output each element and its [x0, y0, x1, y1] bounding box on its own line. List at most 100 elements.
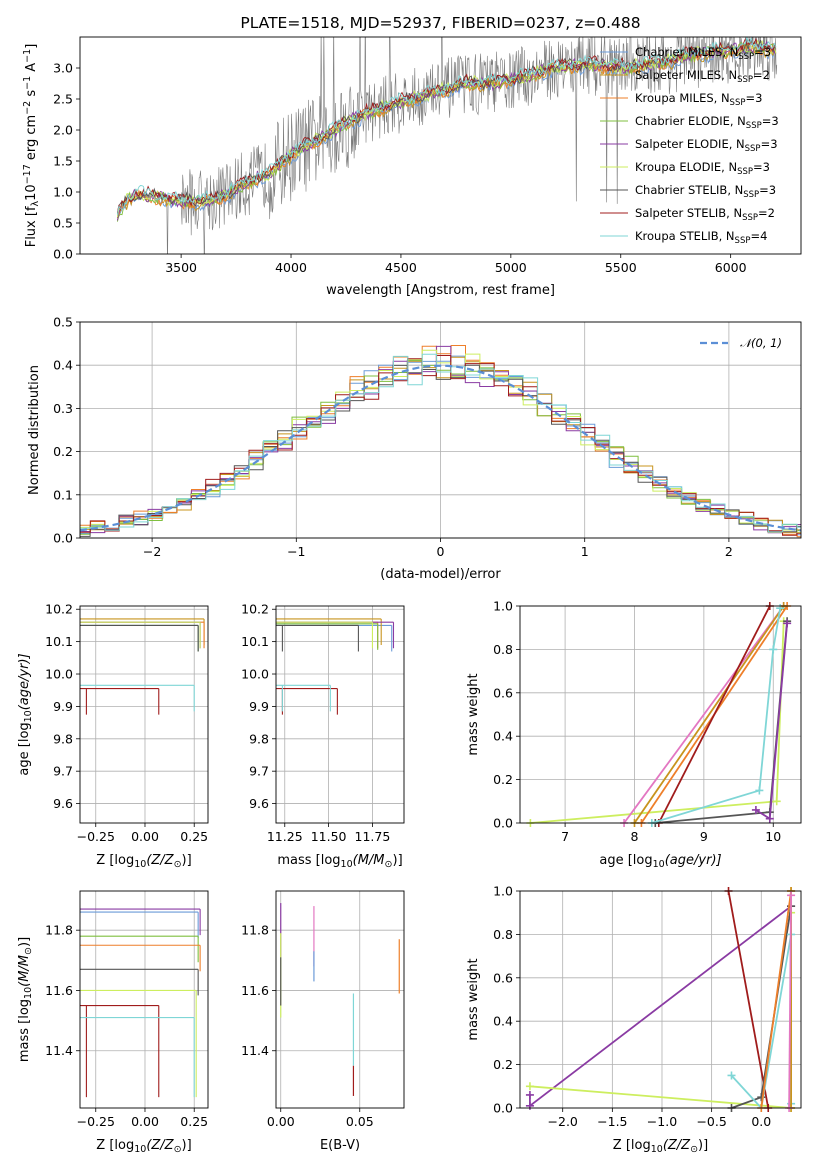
x-tick-label: 5500 — [605, 260, 637, 275]
x-tick-label: −2 — [143, 544, 161, 559]
mass-weight-marker — [787, 891, 796, 900]
mass-weight-line — [651, 608, 782, 824]
mass-weight-marker — [783, 619, 792, 628]
axes-frame — [79, 890, 209, 1109]
x-tick-label: 0.00 — [267, 1114, 295, 1129]
y-tick-label: 10.2 — [45, 602, 73, 617]
y-tick-label: 9.8 — [249, 731, 269, 746]
mass-weight-marker — [727, 1071, 736, 1080]
legend-entry: Kroupa MILES, NSSP=3 — [635, 91, 762, 108]
legend-entry: Chabrier STELIB, NSSP=3 — [635, 183, 776, 200]
x-tick-label: 0.0 — [751, 1114, 771, 1129]
y-tick-label: 0.1 — [53, 487, 73, 502]
x-axis-label: E(B-V) — [320, 1138, 360, 1153]
x-tick-label: 0.25 — [180, 829, 208, 844]
x-tick-label: 8 — [631, 829, 639, 844]
y-axis-label: mass weight — [466, 958, 481, 1040]
y-tick-label: 0.4 — [493, 1014, 513, 1029]
legend-entry: Chabrier MILES, NSSP=3 — [635, 45, 771, 62]
x-axis-label: (data-model)/error — [380, 567, 501, 582]
mass-vs-extinction-panel: 0.00 0.05 11.4 11.6 11.8 E(B-V) — [241, 890, 405, 1153]
y-tick-label: 0.0 — [53, 247, 73, 262]
y-tick-label: 0.5 — [53, 216, 73, 231]
y-tick-label: 11.4 — [241, 1043, 269, 1058]
y-tick-label: 0.5 — [53, 315, 73, 330]
x-tick-label: 4000 — [275, 260, 307, 275]
x-tick-label: 0.25 — [180, 1114, 208, 1129]
y-tick-label: 10.1 — [45, 634, 73, 649]
x-tick-label: −0.5 — [696, 1114, 726, 1129]
y-axis-label: mass [log10(M/M⊙)] — [17, 937, 34, 1062]
mass-weight-line — [657, 605, 771, 824]
x-tick-label: 6000 — [715, 260, 747, 275]
legend-entry: Kroupa STELIB, NSSP=4 — [635, 229, 767, 246]
x-tick-label: 11.25 — [267, 829, 303, 844]
mass-weight-marker — [751, 805, 760, 814]
normal-distribution-curve — [80, 364, 801, 532]
y-tick-label: 11.6 — [241, 983, 269, 998]
x-tick-label: −1.0 — [647, 1114, 677, 1129]
y-tick-label: 0.4 — [493, 729, 513, 744]
x-tick-label: 11.75 — [355, 829, 391, 844]
x-tick-label: 0.00 — [131, 829, 159, 844]
axes-frame — [79, 36, 802, 255]
x-tick-label: 9 — [700, 829, 708, 844]
x-tick-label: −0.25 — [77, 829, 115, 844]
y-tick-label: 9.7 — [53, 764, 73, 779]
legend-entry: Salpeter ELODIE, NSSP=3 — [635, 137, 778, 154]
x-tick-label: −0.25 — [77, 1114, 115, 1129]
x-tick-label: 10 — [765, 829, 781, 844]
x-tick-label: −1.5 — [597, 1114, 627, 1129]
y-tick-label: 0.3 — [53, 401, 73, 416]
y-tick-label: 0.8 — [493, 927, 513, 942]
x-tick-label: 4500 — [385, 260, 417, 275]
y-tick-label: 9.8 — [53, 731, 73, 746]
x-axis-label: wavelength [Angstrom, rest frame] — [326, 283, 555, 298]
residual-histogram-panel: −2 −1 0 1 2 0.0 0.1 0.2 0.3 0.4 0.5 𝒩(0, 1) (data-mo… — [27, 315, 802, 582]
y-tick-label: 9.7 — [249, 764, 269, 779]
x-tick-label: −2.0 — [548, 1114, 578, 1129]
y-axis-label: age [log10(age/yr)] — [17, 653, 34, 775]
spectrum-panel: 3500 4000 4500 5000 5500 6000 0.0 0.5 1.0 1.5 2.0 2… — [22, 14, 802, 298]
y-tick-label: 0.4 — [53, 358, 73, 373]
mass-weight-line — [633, 605, 785, 824]
y-tick-label: 9.9 — [249, 699, 269, 714]
mass-weight-marker — [765, 814, 774, 823]
y-tick-label: 0.2 — [53, 444, 73, 459]
y-tick-label: 0.8 — [493, 642, 513, 657]
y-tick-label: 11.8 — [45, 923, 73, 938]
mass-weight-marker — [772, 797, 781, 806]
x-axis-label: Z [log10(Z/Z⊙)] — [96, 853, 191, 870]
y-tick-label: 10.1 — [241, 634, 269, 649]
y-tick-label: 10.2 — [241, 602, 269, 617]
y-tick-label: 0.6 — [493, 970, 513, 985]
y-tick-label: 9.9 — [53, 699, 73, 714]
mass-weight-marker — [776, 604, 785, 613]
legend-entry: Salpeter STELIB, NSSP=2 — [635, 206, 775, 223]
x-tick-label: 1 — [581, 544, 589, 559]
mass-weight-line — [760, 890, 792, 1109]
y-tick-label: 1.0 — [493, 884, 513, 899]
x-axis-label: age [log10(age/yr)] — [599, 853, 721, 870]
axes-frame — [519, 605, 802, 824]
mass-weight-marker — [525, 1090, 534, 1099]
mass-weight-line — [788, 895, 792, 1109]
x-axis-label: Z [log10(Z/Z⊙)] — [96, 1138, 191, 1155]
x-tick-label: 0 — [437, 544, 445, 559]
y-tick-label: 0.0 — [493, 1101, 513, 1116]
x-axis-label: mass [log10(M/M⊙)] — [277, 853, 402, 870]
y-axis-label: Normed distribution — [27, 365, 42, 495]
x-tick-label: 0.05 — [346, 1114, 374, 1129]
x-tick-label: 2 — [725, 544, 733, 559]
x-tick-label: −1 — [287, 544, 305, 559]
legend-entry: Chabrier ELODIE, NSSP=3 — [635, 114, 779, 131]
y-axis-label: Flux [fλ10−17 erg cm−2 s−1 A−1] — [22, 44, 41, 248]
y-tick-label: 1.0 — [493, 599, 513, 614]
y-tick-label: 11.8 — [241, 923, 269, 938]
mass-weight-marker — [755, 786, 764, 795]
legend-entry: Salpeter MILES, NSSP=2 — [635, 68, 770, 85]
mass-weight-marker — [525, 1082, 534, 1091]
mass-weight-vs-age-panel: 7 8 9 10 0.0 0.2 0.4 0.6 0.8 1.0 age [log10(age/yr… — [466, 599, 802, 870]
x-tick-label: 7 — [561, 829, 569, 844]
